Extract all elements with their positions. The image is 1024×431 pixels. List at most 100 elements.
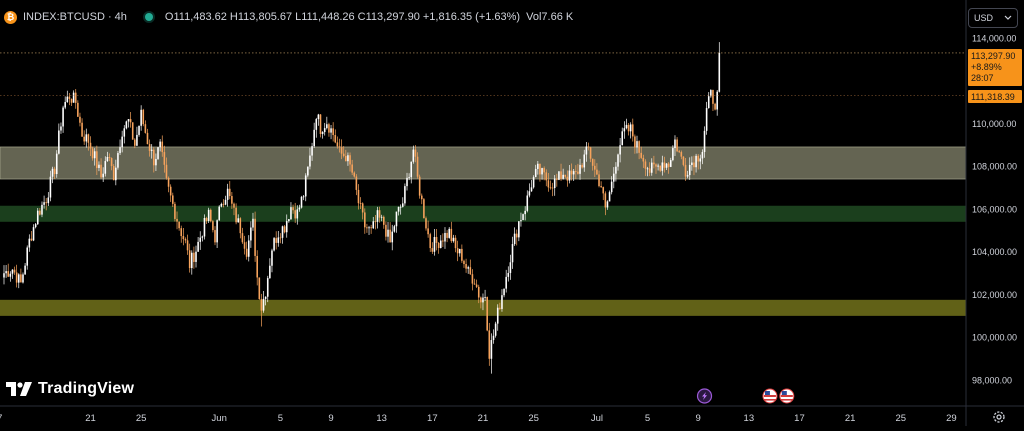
candle-body — [655, 164, 657, 167]
candle-body — [148, 144, 151, 151]
candle-body — [496, 307, 499, 324]
symbol-name[interactable]: INDEX:BTCUSD · 4h — [23, 11, 127, 23]
x-tick-label: 13 — [744, 413, 755, 424]
candle-body — [703, 130, 706, 153]
x-tick-label: 29 — [946, 413, 957, 424]
candle-body — [414, 149, 417, 157]
flag-canton — [781, 391, 787, 395]
close-label: C — [357, 11, 366, 23]
candle-body — [416, 156, 419, 177]
candle-body — [250, 227, 252, 241]
candle-body — [315, 119, 318, 130]
candle-body — [188, 250, 191, 269]
candle-body — [615, 166, 617, 174]
candle-body — [648, 168, 651, 173]
candle-body — [93, 151, 96, 159]
candle-body — [163, 152, 166, 165]
candle-body — [321, 132, 324, 134]
candle-body — [383, 216, 385, 225]
candle-body — [494, 323, 497, 336]
candle-body — [3, 273, 5, 278]
candle-body — [13, 269, 16, 273]
candle-body — [79, 116, 81, 123]
candle-body — [477, 286, 480, 298]
candle-body — [364, 212, 366, 228]
candle-body — [490, 340, 493, 359]
candle-body — [499, 307, 501, 309]
open-label: O — [164, 11, 174, 23]
candle-body — [393, 226, 396, 232]
candle-body — [182, 236, 185, 240]
candle-body — [634, 136, 636, 148]
candle-body — [560, 171, 562, 179]
x-tick-label: 25 — [136, 413, 147, 424]
candle-body — [446, 232, 448, 238]
candle-body — [294, 210, 296, 219]
market-status-dot-icon[interactable] — [144, 13, 153, 21]
candle-body — [174, 203, 176, 219]
candle-body — [404, 186, 406, 204]
high-label: H — [229, 11, 238, 23]
settings-gear-icon[interactable] — [992, 410, 1006, 424]
candle-body — [374, 221, 377, 223]
zone-rect[interactable] — [0, 205, 966, 222]
candle-body — [427, 228, 429, 235]
candle-body — [663, 162, 666, 168]
candle-body — [707, 96, 710, 109]
candle-body — [5, 271, 7, 274]
candle-body — [353, 172, 356, 177]
candle-body — [638, 141, 640, 153]
candle-body — [26, 247, 29, 266]
high-value: 113,805.67 — [237, 11, 293, 23]
candle-body — [138, 125, 140, 135]
bitcoin-icon: ₿ — [4, 10, 17, 24]
candle-body — [288, 219, 290, 222]
candle-body — [110, 158, 113, 167]
y-tick-label: 98,000.00 — [972, 376, 1012, 386]
candle-body — [505, 276, 507, 289]
candle-body — [271, 250, 273, 266]
candle-body — [262, 298, 265, 311]
y-tick-label: 104,000.00 — [972, 247, 1017, 257]
candle-body — [539, 163, 541, 175]
candle-body — [551, 187, 554, 189]
candle-body — [672, 148, 674, 161]
y-tick-label: 110,000.00 — [972, 119, 1016, 129]
last-price-tag[interactable] — [968, 49, 1022, 86]
tradingview-watermark[interactable]: TradingView — [6, 380, 134, 398]
candle-body — [15, 272, 18, 283]
candle-body — [258, 277, 261, 300]
candle-body — [376, 210, 379, 222]
candle-body — [604, 193, 607, 208]
candle-body — [311, 146, 313, 156]
x-tick-label: 5 — [645, 413, 650, 424]
candle-body — [399, 206, 402, 208]
candle-body — [442, 240, 444, 242]
candle-body — [323, 128, 326, 133]
currency-selector[interactable]: USD — [968, 8, 1018, 28]
symbol-header: ₿ INDEX:BTCUSD · 4h O 111,483.62 H 113,8… — [4, 6, 576, 28]
candle-body — [220, 203, 223, 207]
candle-body — [678, 151, 680, 153]
candle-body — [338, 146, 341, 148]
zone-rect[interactable] — [0, 146, 967, 180]
candle-body — [610, 181, 613, 193]
candle-body — [243, 242, 246, 249]
candle-body — [577, 171, 579, 174]
candle-body — [682, 156, 685, 165]
candle-body — [351, 164, 353, 173]
x-tick-label: Jun — [212, 413, 227, 424]
candle-body — [391, 231, 394, 243]
candle-body — [528, 191, 531, 196]
candle-body — [11, 269, 14, 274]
candle-body — [408, 177, 410, 178]
candle-body — [667, 163, 670, 167]
candle-body — [307, 166, 309, 176]
candle-body — [129, 119, 132, 123]
candle-body — [659, 165, 662, 171]
level-price-tag[interactable] — [968, 90, 1022, 103]
candle-body — [564, 174, 567, 177]
candle-body — [515, 233, 518, 238]
